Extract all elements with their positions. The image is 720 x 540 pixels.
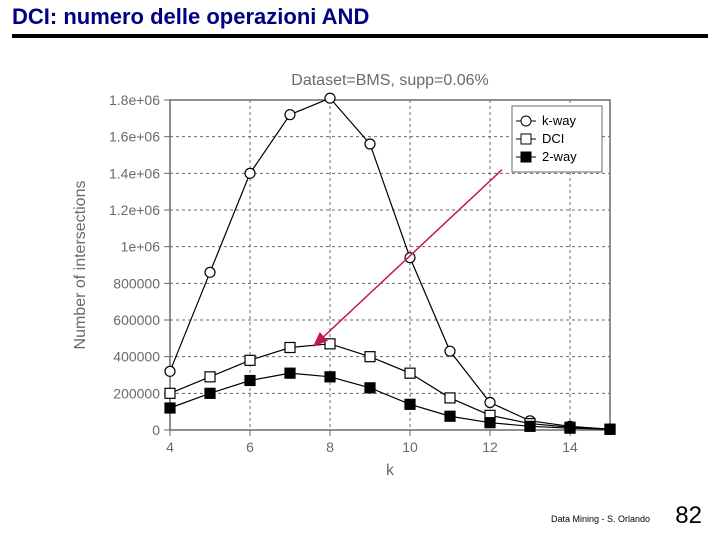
svg-text:Number of intersections: Number of intersections bbox=[72, 181, 89, 350]
svg-text:14: 14 bbox=[562, 439, 578, 455]
svg-text:1.4e+06: 1.4e+06 bbox=[109, 165, 160, 181]
svg-text:4: 4 bbox=[166, 439, 174, 455]
svg-text:DCI: DCI bbox=[542, 131, 564, 146]
svg-text:400000: 400000 bbox=[113, 349, 160, 365]
svg-text:800000: 800000 bbox=[113, 275, 160, 291]
svg-text:1.6e+06: 1.6e+06 bbox=[109, 129, 160, 145]
svg-text:12: 12 bbox=[482, 439, 498, 455]
svg-text:6: 6 bbox=[246, 439, 254, 455]
svg-text:600000: 600000 bbox=[113, 312, 160, 328]
svg-text:1e+06: 1e+06 bbox=[121, 239, 161, 255]
svg-text:1.8e+06: 1.8e+06 bbox=[109, 92, 160, 108]
svg-text:10: 10 bbox=[402, 439, 418, 455]
page-number: 82 bbox=[675, 502, 702, 530]
chart: 4 6 8 10 12 14 0 200000 400000 600000 800000 1e+06 1… bbox=[0, 0, 720, 540]
svg-text:k: k bbox=[386, 462, 395, 479]
svg-text:200000: 200000 bbox=[113, 385, 160, 401]
svg-text:k-way: k-way bbox=[542, 113, 576, 128]
svg-text:2-way: 2-way bbox=[542, 149, 577, 164]
chart-svg: 4 6 8 10 12 14 0 200000 400000 600000 800000 1e+06 1… bbox=[0, 0, 720, 540]
svg-text:1.2e+06: 1.2e+06 bbox=[109, 202, 160, 218]
svg-text:8: 8 bbox=[326, 439, 334, 455]
footer-credit: Data Mining - S. Orlando bbox=[551, 514, 650, 524]
svg-text:0: 0 bbox=[152, 422, 160, 438]
